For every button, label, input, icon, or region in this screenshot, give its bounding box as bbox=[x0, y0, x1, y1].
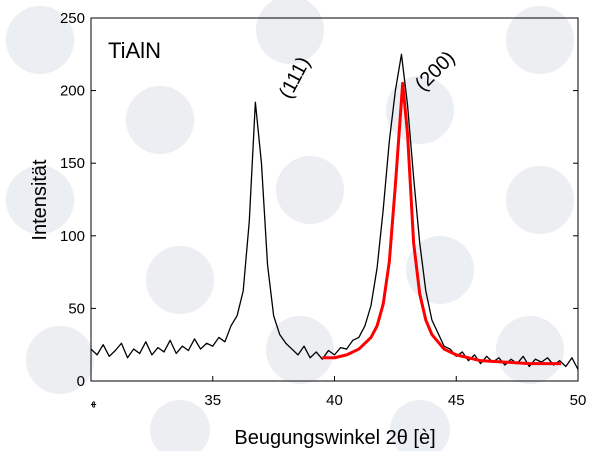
y-tick-label: 100 bbox=[60, 228, 85, 245]
x-tick-label: ﻬ bbox=[90, 396, 97, 408]
y-tick-label: 150 bbox=[60, 155, 85, 172]
y-tick-label: 0 bbox=[77, 373, 85, 390]
x-tick-label: 35 bbox=[204, 392, 221, 409]
background-atoms bbox=[6, 0, 574, 456]
x-tick-label: 40 bbox=[326, 392, 343, 409]
x-tick-label: 50 bbox=[570, 392, 587, 409]
series-line bbox=[90, 53, 579, 370]
annotation: TiAlN bbox=[108, 38, 161, 63]
y-tick-label: 200 bbox=[60, 83, 85, 100]
y-tick-label: 250 bbox=[60, 10, 85, 27]
series-line bbox=[322, 81, 561, 366]
x-tick-label: 45 bbox=[448, 392, 465, 409]
y-axis-label: Intensität bbox=[29, 159, 51, 241]
y-tick-label: 50 bbox=[68, 300, 85, 317]
x-axis-label: Beugungswinkel 2θ [è] bbox=[234, 427, 435, 449]
